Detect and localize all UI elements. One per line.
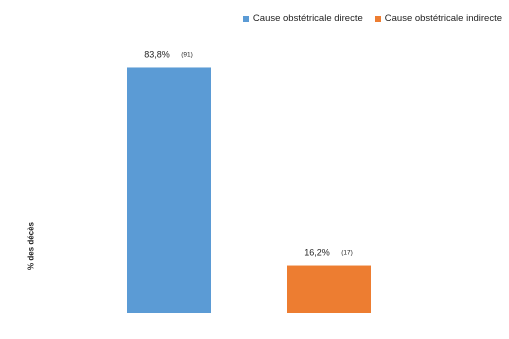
chart-legend: Cause obstétricale directe Cause obstétr… (242, 13, 502, 24)
legend-label-directe: Cause obstétricale directe (252, 13, 363, 24)
legend-label-indirecte: Cause obstétricale indirecte (384, 13, 502, 24)
legend-swatch-indirecte (374, 15, 381, 22)
legend-item-directe: Cause obstétricale directe (242, 13, 363, 24)
legend-item-indirecte: Cause obstétricale indirecte (374, 13, 502, 24)
bar-directe (127, 67, 211, 313)
data-count-directe: (91) (181, 51, 193, 58)
data-label-indirecte: 16,2% (304, 248, 330, 258)
data-count-indirecte: (17) (341, 250, 353, 257)
legend-swatch-directe (242, 15, 249, 22)
bar-indirecte (287, 265, 371, 313)
data-label-directe: 83,8% (144, 49, 170, 59)
